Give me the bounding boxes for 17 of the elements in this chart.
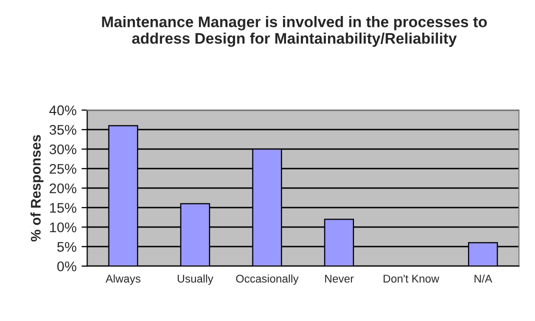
chart-title: Maintenance Manager is involved in the processes to address Design for Maintainability/Reliability bbox=[102, 16, 487, 47]
x-tick-label: Never bbox=[325, 274, 354, 283]
x-tick-label: N/A bbox=[474, 274, 492, 283]
y-tick-label: 40% bbox=[49, 105, 76, 116]
x-tick-label: Don't Know bbox=[384, 274, 440, 283]
x-tick-label: Usually bbox=[178, 274, 214, 285]
y-tick-label: 5% bbox=[57, 242, 76, 252]
x-tick-label: Occasionally bbox=[236, 274, 299, 285]
y-tick-label: 25% bbox=[50, 164, 76, 174]
y-axis-title: % of Responses bbox=[30, 135, 44, 242]
y-tick-label: 30% bbox=[50, 144, 76, 154]
y-tick-label: 15% bbox=[50, 203, 76, 213]
x-tick-label: Always bbox=[106, 274, 140, 285]
y-tick-label: 0% bbox=[57, 261, 76, 272]
y-tick-label: 20% bbox=[50, 183, 76, 194]
y-tick-label: 35% bbox=[50, 124, 76, 135]
y-tick-label: 10% bbox=[50, 222, 76, 232]
